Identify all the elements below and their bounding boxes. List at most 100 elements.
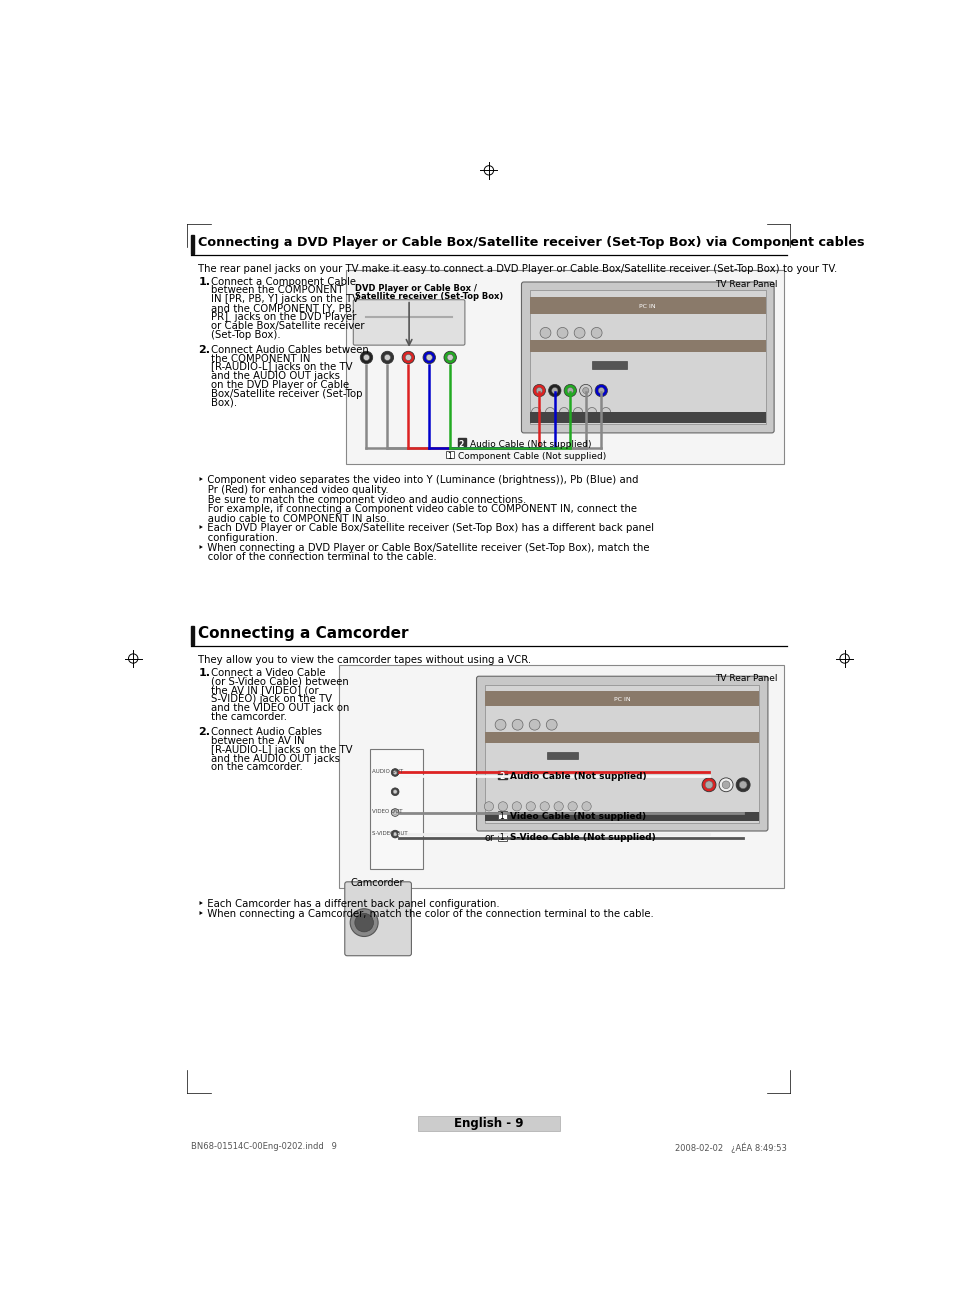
Text: 1: 1 (447, 452, 452, 462)
Text: the COMPONENT IN: the COMPONENT IN (211, 353, 310, 364)
Text: (or S-Video Cable) between: (or S-Video Cable) between (211, 677, 348, 687)
Circle shape (497, 802, 507, 811)
Text: 1: 1 (498, 833, 503, 842)
Text: Connecting a Camcorder: Connecting a Camcorder (198, 626, 409, 642)
Text: S-Video Cable (Not supplied): S-Video Cable (Not supplied) (509, 833, 655, 842)
Bar (530, 340, 765, 352)
Circle shape (581, 802, 591, 811)
Bar (370, 750, 422, 868)
Circle shape (360, 351, 373, 364)
Circle shape (582, 387, 588, 394)
Text: Audio Cable (Not supplied): Audio Cable (Not supplied) (509, 772, 646, 781)
Text: IN [PR, PB, Y] jacks on the TV: IN [PR, PB, Y] jacks on the TV (211, 295, 358, 304)
Bar (484, 733, 759, 743)
Text: Component Cable (Not supplied): Component Cable (Not supplied) (457, 452, 605, 462)
Circle shape (393, 811, 396, 815)
Text: ‣ Each DVD Player or Cable Box/Satellite receiver (Set-Top Box) has a different : ‣ Each DVD Player or Cable Box/Satellite… (198, 523, 654, 533)
Text: DVD Player or Cable Box /: DVD Player or Cable Box / (355, 284, 476, 293)
Circle shape (391, 768, 398, 776)
Text: S-VIDEO OUT: S-VIDEO OUT (372, 831, 407, 836)
Circle shape (551, 387, 558, 394)
Circle shape (443, 351, 456, 364)
FancyBboxPatch shape (353, 300, 464, 346)
Circle shape (701, 778, 716, 792)
Circle shape (393, 832, 396, 836)
Circle shape (548, 385, 560, 396)
Text: and the COMPONENT [Y, PB,: and the COMPONENT [Y, PB, (211, 303, 355, 313)
Circle shape (350, 909, 377, 936)
Text: [R-AUDIO-L] jacks on the TV: [R-AUDIO-L] jacks on the TV (211, 363, 352, 373)
Circle shape (554, 802, 562, 811)
Circle shape (405, 355, 411, 360)
Text: AUDIO OUT: AUDIO OUT (372, 769, 402, 775)
Text: color of the connection terminal to the cable.: color of the connection terminal to the … (198, 553, 436, 562)
Text: Connect Audio Cables between: Connect Audio Cables between (211, 344, 368, 355)
Circle shape (384, 355, 390, 360)
Circle shape (402, 351, 415, 364)
Bar (484, 691, 759, 707)
Circle shape (704, 781, 712, 789)
Text: Audio Cable (Not supplied): Audio Cable (Not supplied) (469, 439, 591, 449)
Circle shape (539, 327, 550, 338)
Text: between the AV IN: between the AV IN (211, 735, 304, 746)
Circle shape (563, 385, 576, 396)
Circle shape (363, 355, 369, 360)
Circle shape (426, 355, 432, 360)
Bar (530, 412, 765, 422)
Bar (339, 665, 783, 888)
Bar (191, 626, 193, 644)
Text: Box/Satellite receiver (Set-Top: Box/Satellite receiver (Set-Top (211, 389, 362, 399)
Text: TV Rear Panel: TV Rear Panel (715, 674, 778, 683)
FancyBboxPatch shape (344, 882, 411, 956)
Text: 1: 1 (498, 812, 503, 820)
Circle shape (557, 327, 567, 338)
Circle shape (391, 788, 398, 795)
Text: 2.: 2. (198, 728, 210, 737)
Text: Video Cable (Not supplied): Video Cable (Not supplied) (509, 812, 645, 820)
Text: audio cable to COMPONENT IN also.: audio cable to COMPONENT IN also. (198, 514, 390, 524)
Text: on the DVD Player or Cable: on the DVD Player or Cable (211, 381, 349, 390)
Text: PC IN: PC IN (639, 304, 656, 309)
Text: and the AUDIO OUT jacks: and the AUDIO OUT jacks (211, 372, 339, 381)
Text: Be sure to match the component video and audio connections.: Be sure to match the component video and… (198, 494, 526, 505)
Text: Camcorder: Camcorder (351, 878, 404, 888)
Circle shape (558, 407, 568, 417)
Circle shape (525, 802, 535, 811)
Text: Connect a Component Cable: Connect a Component Cable (211, 276, 355, 287)
Circle shape (598, 387, 604, 394)
Circle shape (719, 778, 732, 792)
Circle shape (391, 808, 398, 816)
Text: 2: 2 (458, 439, 463, 449)
Circle shape (533, 385, 545, 396)
Bar (530, 296, 765, 313)
Bar (592, 361, 626, 369)
Text: S-VIDEO) jack on the TV: S-VIDEO) jack on the TV (211, 694, 332, 704)
Circle shape (495, 720, 505, 730)
Bar (546, 751, 578, 759)
Circle shape (567, 387, 573, 394)
Text: For example, if connecting a Component video cable to COMPONENT IN, connect the: For example, if connecting a Component v… (198, 505, 637, 514)
Bar (497, 832, 506, 841)
Circle shape (484, 802, 493, 811)
Circle shape (595, 385, 607, 396)
Circle shape (393, 771, 396, 775)
Circle shape (736, 778, 749, 792)
Circle shape (574, 327, 584, 338)
Circle shape (545, 407, 555, 417)
Text: 2: 2 (498, 772, 504, 781)
Circle shape (600, 407, 610, 417)
Circle shape (591, 327, 601, 338)
Circle shape (355, 913, 373, 932)
Text: The rear panel jacks on your TV make it easy to connect a DVD Player or Cable Bo: The rear panel jacks on your TV make it … (198, 265, 837, 274)
Text: ‣ When connecting a DVD Player or Cable Box/Satellite receiver (Set-Top Box), ma: ‣ When connecting a DVD Player or Cable … (198, 542, 649, 553)
Text: 2.: 2. (198, 344, 210, 355)
Circle shape (447, 355, 453, 360)
Circle shape (512, 802, 521, 811)
Circle shape (536, 387, 542, 394)
Bar (191, 235, 193, 253)
Text: Pr (Red) for enhanced video quality.: Pr (Red) for enhanced video quality. (198, 485, 389, 496)
Text: Connecting a DVD Player or Cable Box/Satellite receiver (Set-Top Box) via Compon: Connecting a DVD Player or Cable Box/Sat… (198, 236, 863, 249)
Bar (417, 1116, 559, 1132)
Bar (530, 291, 765, 424)
Text: VIDEO OUT: VIDEO OUT (372, 810, 402, 814)
